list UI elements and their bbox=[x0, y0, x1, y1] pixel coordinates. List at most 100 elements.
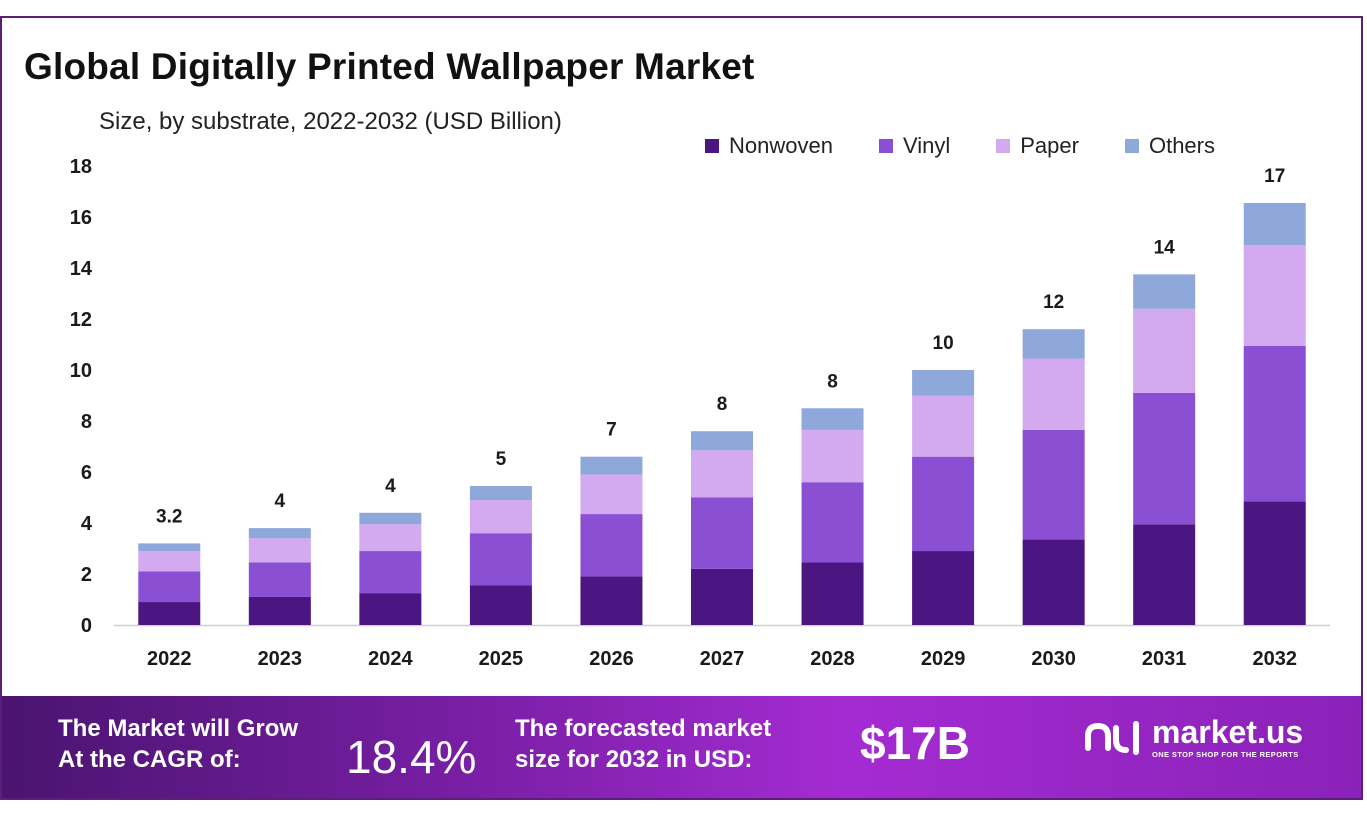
bar-segment-nonwoven bbox=[1243, 501, 1306, 625]
bar-segment-others bbox=[1243, 202, 1306, 246]
x-tick-label: 2028 bbox=[810, 648, 855, 670]
bar-total-label: 7 bbox=[606, 420, 617, 441]
legend-swatch-others bbox=[1124, 139, 1139, 153]
bar-segment-nonwoven bbox=[1133, 524, 1196, 625]
y-tick-label: 10 bbox=[70, 360, 92, 382]
bar-segment-vinyl bbox=[359, 551, 422, 594]
legend-label-nonwoven: Nonwoven bbox=[729, 133, 833, 158]
bar-segment-others bbox=[1022, 329, 1085, 359]
bar-segment-others bbox=[1133, 274, 1196, 309]
bar-total-label: 14 bbox=[1154, 237, 1176, 258]
chart-subtitle: Size, by substrate, 2022-2032 (USD Billi… bbox=[99, 108, 562, 135]
legend-item-vinyl: Vinyl bbox=[878, 133, 950, 159]
x-tick-label: 2024 bbox=[368, 648, 413, 670]
bar-segment-paper bbox=[580, 474, 643, 515]
cagr-label: The Market will Grow At the CAGR of: bbox=[58, 713, 298, 775]
legend-swatch-nonwoven bbox=[705, 139, 719, 153]
bar-segment-nonwoven bbox=[912, 551, 975, 625]
x-tick-label: 2027 bbox=[700, 648, 745, 670]
cagr-label-line2: At the CAGR of: bbox=[58, 746, 241, 773]
bar-segment-paper bbox=[1133, 308, 1196, 393]
chart-frame: Global Digitally Printed Wallpaper Marke… bbox=[0, 16, 1363, 800]
bar-segment-others bbox=[580, 456, 643, 475]
bar-segment-paper bbox=[248, 538, 311, 563]
x-tick-label: 2030 bbox=[1031, 648, 1076, 670]
x-tick-label: 2032 bbox=[1252, 648, 1297, 670]
bar-segment-others bbox=[138, 543, 201, 552]
bar-total-label: 4 bbox=[385, 476, 396, 497]
bar-total-label: 5 bbox=[496, 449, 507, 470]
bar-segment-vinyl bbox=[580, 514, 643, 577]
bar-segment-others bbox=[801, 408, 864, 430]
bar-segment-nonwoven bbox=[580, 576, 643, 625]
legend-item-nonwoven: Nonwoven bbox=[705, 133, 833, 159]
y-tick-label: 4 bbox=[81, 513, 93, 535]
market-us-logo-icon bbox=[1085, 720, 1139, 755]
bar-segment-nonwoven bbox=[1022, 539, 1085, 625]
bar-segment-paper bbox=[691, 450, 753, 498]
forecast-value: $17B bbox=[860, 717, 970, 769]
bar-segment-paper bbox=[1022, 358, 1085, 430]
bar-segment-vinyl bbox=[912, 456, 975, 552]
forecast-label-line1: The forecasted market bbox=[515, 715, 772, 742]
legend-item-others: Others bbox=[1124, 133, 1215, 159]
bar-total-label: 4 bbox=[275, 491, 286, 512]
bar-segment-vinyl bbox=[801, 482, 864, 563]
bar-total-label: 3.2 bbox=[156, 506, 182, 527]
bar-segment-vinyl bbox=[248, 562, 311, 597]
bar-segment-vinyl bbox=[469, 533, 532, 586]
summary-banner: The Market will Grow At the CAGR of: 18.… bbox=[2, 696, 1361, 798]
chart-legend: Nonwoven Vinyl Paper Others bbox=[705, 128, 1261, 164]
x-tick-label: 2025 bbox=[479, 648, 524, 670]
bar-total-label: 10 bbox=[933, 333, 954, 354]
y-tick-label: 14 bbox=[70, 258, 93, 280]
bar-segment-others bbox=[248, 528, 311, 539]
bar-segment-nonwoven bbox=[691, 568, 753, 625]
y-tick-label: 8 bbox=[81, 411, 92, 433]
bar-segment-nonwoven bbox=[469, 585, 532, 625]
bar-segment-paper bbox=[801, 429, 864, 483]
chart-title: Global Digitally Printed Wallpaper Marke… bbox=[24, 46, 755, 87]
forecast-label-line2: size for 2032 in USD: bbox=[515, 746, 753, 773]
bar-segment-nonwoven bbox=[359, 593, 422, 625]
logo-name: market.us bbox=[1152, 714, 1304, 750]
y-tick-label: 0 bbox=[81, 615, 92, 637]
y-tick-label: 12 bbox=[70, 309, 92, 331]
bar-total-label: 17 bbox=[1264, 166, 1285, 187]
bar-segment-vinyl bbox=[1133, 392, 1196, 525]
bar-segment-paper bbox=[138, 551, 201, 572]
bar-segment-paper bbox=[1243, 245, 1306, 346]
market-us-logo: market.us ONE STOP SHOP FOR THE REPORTS bbox=[1084, 716, 1303, 759]
cagr-label-line1: The Market will Grow bbox=[58, 715, 299, 742]
bar-segment-nonwoven bbox=[248, 596, 311, 625]
bar-segment-paper bbox=[912, 395, 975, 457]
y-tick-label: 6 bbox=[81, 462, 92, 484]
x-tick-label: 2023 bbox=[258, 648, 303, 670]
x-tick-label: 2029 bbox=[921, 648, 966, 670]
x-tick-label: 2031 bbox=[1142, 648, 1187, 670]
bar-segment-vinyl bbox=[138, 571, 201, 603]
bar-total-label: 8 bbox=[717, 394, 728, 415]
y-tick-label: 18 bbox=[70, 156, 92, 178]
bar-total-label: 8 bbox=[827, 371, 838, 392]
bar-segment-others bbox=[469, 486, 532, 501]
logo-tagline: ONE STOP SHOP FOR THE REPORTS bbox=[1152, 750, 1299, 759]
legend-label-paper: Paper bbox=[1020, 133, 1079, 158]
bar-segment-paper bbox=[469, 500, 532, 534]
legend-label-others: Others bbox=[1148, 133, 1215, 158]
bar-total-label: 12 bbox=[1043, 292, 1064, 313]
forecast-label: The forecasted market size for 2032 in U… bbox=[515, 713, 771, 775]
legend-item-paper: Paper bbox=[996, 133, 1079, 159]
x-tick-label: 2026 bbox=[589, 648, 634, 670]
x-tick-label: 2022 bbox=[147, 648, 192, 670]
bar-segment-nonwoven bbox=[138, 602, 201, 625]
bar-segment-vinyl bbox=[1243, 345, 1306, 502]
bar-segment-paper bbox=[359, 524, 422, 552]
y-tick-label: 16 bbox=[70, 207, 92, 229]
stacked-bar-chart: 0 2 4 6 8 10 12 14 16 18 3.2 2022 4 2023 4 2024 5 2025 7 20… bbox=[70, 156, 1330, 670]
bar-segment-vinyl bbox=[691, 497, 753, 569]
y-tick-label: 2 bbox=[81, 564, 92, 586]
cagr-value: 18.4% bbox=[346, 731, 477, 783]
bar-segment-nonwoven bbox=[801, 562, 864, 625]
bar-segment-vinyl bbox=[1022, 429, 1085, 540]
